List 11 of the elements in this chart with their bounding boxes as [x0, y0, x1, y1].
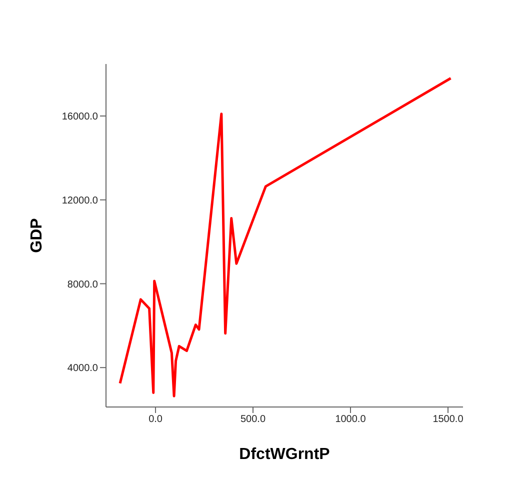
- x-axis-title: DfctWGrntP: [239, 446, 330, 463]
- x-tick-label: 500.0: [240, 414, 266, 426]
- y-tick-label: 4000.0: [67, 363, 98, 374]
- x-tick-label: 0.0: [148, 414, 163, 426]
- x-tick-label: 1500.0: [432, 414, 464, 426]
- line-series: [118, 77, 452, 398]
- y-tick-label: 12000.0: [62, 195, 98, 206]
- y-tick-label: 8000.0: [67, 279, 98, 290]
- x-tick-label: 1000.0: [335, 414, 366, 426]
- y-tick-label: 16000.0: [62, 112, 98, 123]
- y-axis-title: GDP: [28, 218, 46, 253]
